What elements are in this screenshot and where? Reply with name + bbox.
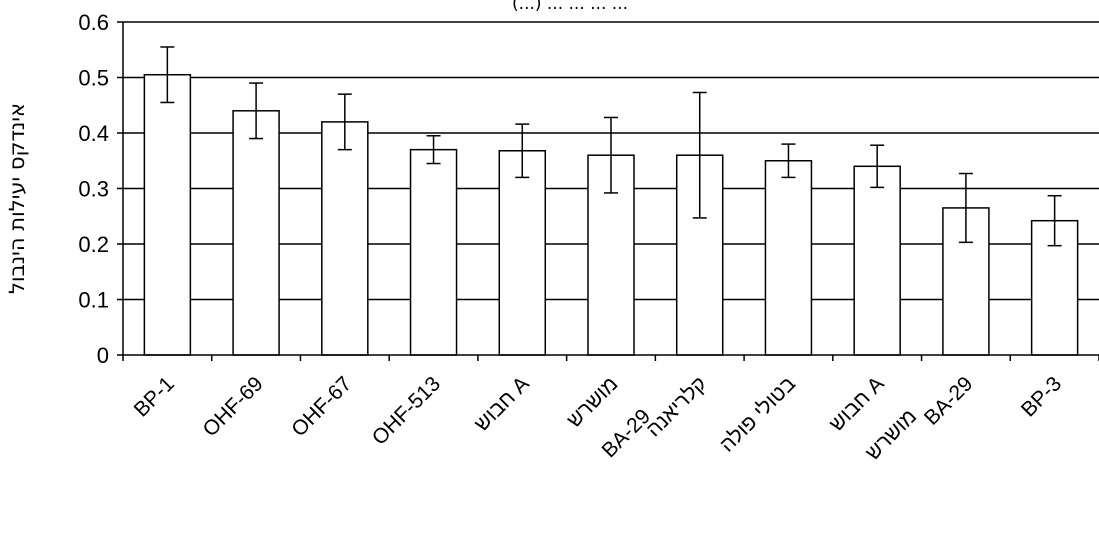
- x-category-label: BP-1: [130, 372, 179, 421]
- x-category-line1: OHF-67: [287, 372, 356, 441]
- x-category-line1: BA-29: [920, 372, 978, 430]
- x-category-line1: חבוש A: [470, 372, 534, 436]
- y-tick-label: 0.6: [78, 10, 109, 35]
- bar-layer: [143, 46, 1079, 356]
- bar: [853, 165, 901, 356]
- y-tick-label: 0: [97, 343, 109, 368]
- x-category-label: בטולי פולה: [716, 372, 800, 456]
- bar: [409, 148, 458, 356]
- bar: [321, 121, 369, 356]
- bar: [1030, 219, 1079, 356]
- x-category-label: BP-3: [1017, 372, 1066, 421]
- x-category-label: OHF-69: [199, 372, 268, 441]
- y-tick-label: 0.4: [78, 121, 109, 146]
- x-category-label: חבוש A: [470, 372, 534, 436]
- y-tick-label: 0.1: [78, 288, 109, 313]
- x-category-label: OHF-67: [287, 372, 356, 441]
- x-category-line1: BP-1: [130, 372, 179, 421]
- x-category-line1: בטולי פולה: [716, 372, 800, 456]
- x-category-line2: BA-29: [598, 405, 656, 463]
- x-category-label: BA-29: [920, 372, 978, 430]
- x-category-line2: מושרש: [861, 405, 921, 465]
- x-category-line1: קלריאנה: [642, 372, 711, 441]
- bar: [498, 150, 547, 356]
- chart-title: (...) ... ... ... ...: [512, 0, 628, 14]
- x-category-line1: BP-3: [1017, 372, 1066, 421]
- y-tick-label: 0.5: [78, 66, 109, 91]
- x-category-label: קלריאנה: [642, 372, 711, 441]
- y-tick-label: 0.2: [78, 232, 109, 257]
- bar: [143, 73, 192, 356]
- title-layer: (...) ... ... ... ...: [512, 0, 628, 14]
- x-category-line1: חבוש A: [825, 372, 889, 436]
- x-category-line1: OHF-513: [368, 372, 445, 449]
- bar: [232, 110, 280, 356]
- x-category-line1: OHF-69: [199, 372, 268, 441]
- bar: [764, 160, 813, 356]
- x-category-label: OHF-513: [368, 372, 445, 449]
- axis-layer: [117, 21, 1099, 361]
- x-category-line1: מושרש: [563, 372, 623, 432]
- y-tick-label: 0.3: [78, 177, 109, 202]
- y-axis-title: אינדקס יעילות הינבול: [5, 103, 29, 294]
